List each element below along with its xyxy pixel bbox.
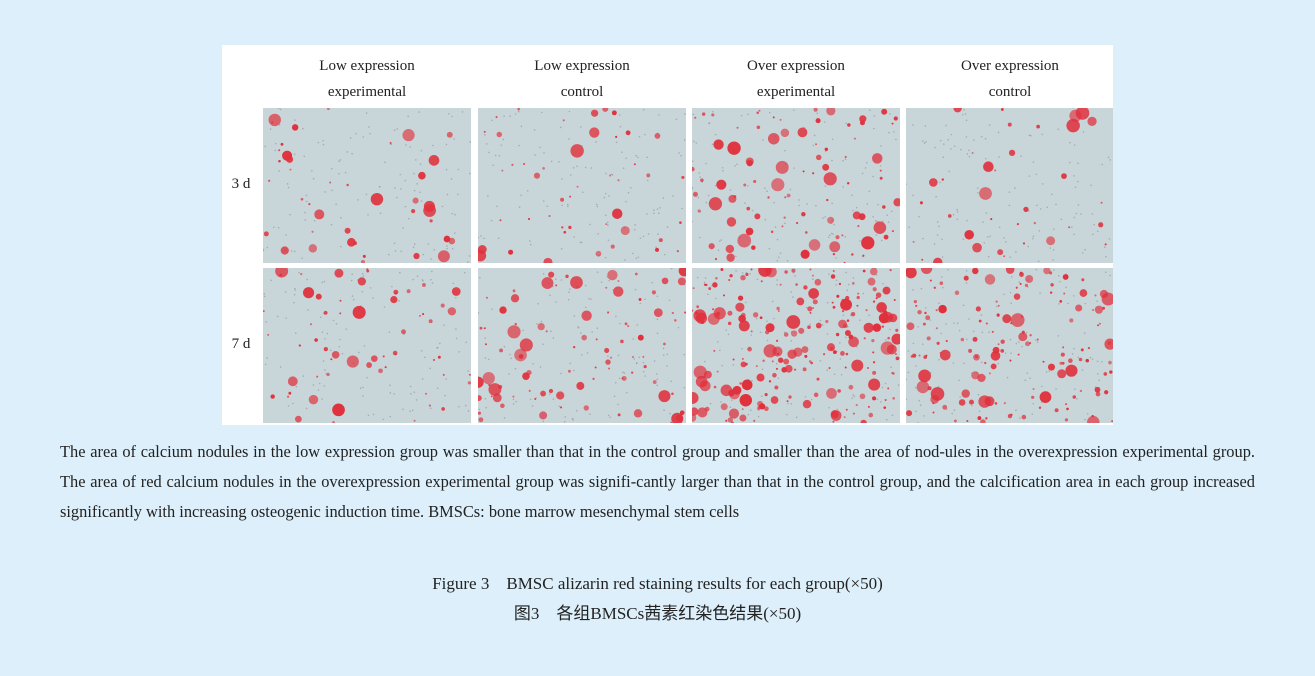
column-header-line: Low expression	[478, 53, 686, 79]
caption: The area of calcium nodules in the low e…	[60, 437, 1255, 527]
row-label: 7 d	[222, 336, 260, 353]
figure-title-en: Figure 3 BMSC alizarin red staining resu…	[0, 569, 1315, 594]
column-header-line: control	[478, 79, 686, 105]
micrograph	[692, 108, 900, 263]
row-label: 3 d	[222, 176, 260, 193]
column-header-line: Low expression	[263, 53, 471, 79]
micrograph	[692, 268, 900, 423]
micrograph	[478, 268, 686, 423]
column-header-line: experimental	[263, 79, 471, 105]
figure-panel: Low expressionexperimentalLow expression…	[0, 0, 1315, 676]
figure-title-zh: 图3 各组BMSCs茜素红染色结果(×50)	[0, 599, 1315, 624]
column-header-line: Over expression	[906, 53, 1113, 79]
column-header-line: experimental	[692, 79, 900, 105]
micrograph	[263, 268, 471, 423]
micrograph	[906, 108, 1113, 263]
micrograph	[263, 108, 471, 263]
micrograph	[906, 268, 1113, 423]
column-header-line: control	[906, 79, 1113, 105]
micrograph	[478, 108, 686, 263]
column-header-line: Over expression	[692, 53, 900, 79]
